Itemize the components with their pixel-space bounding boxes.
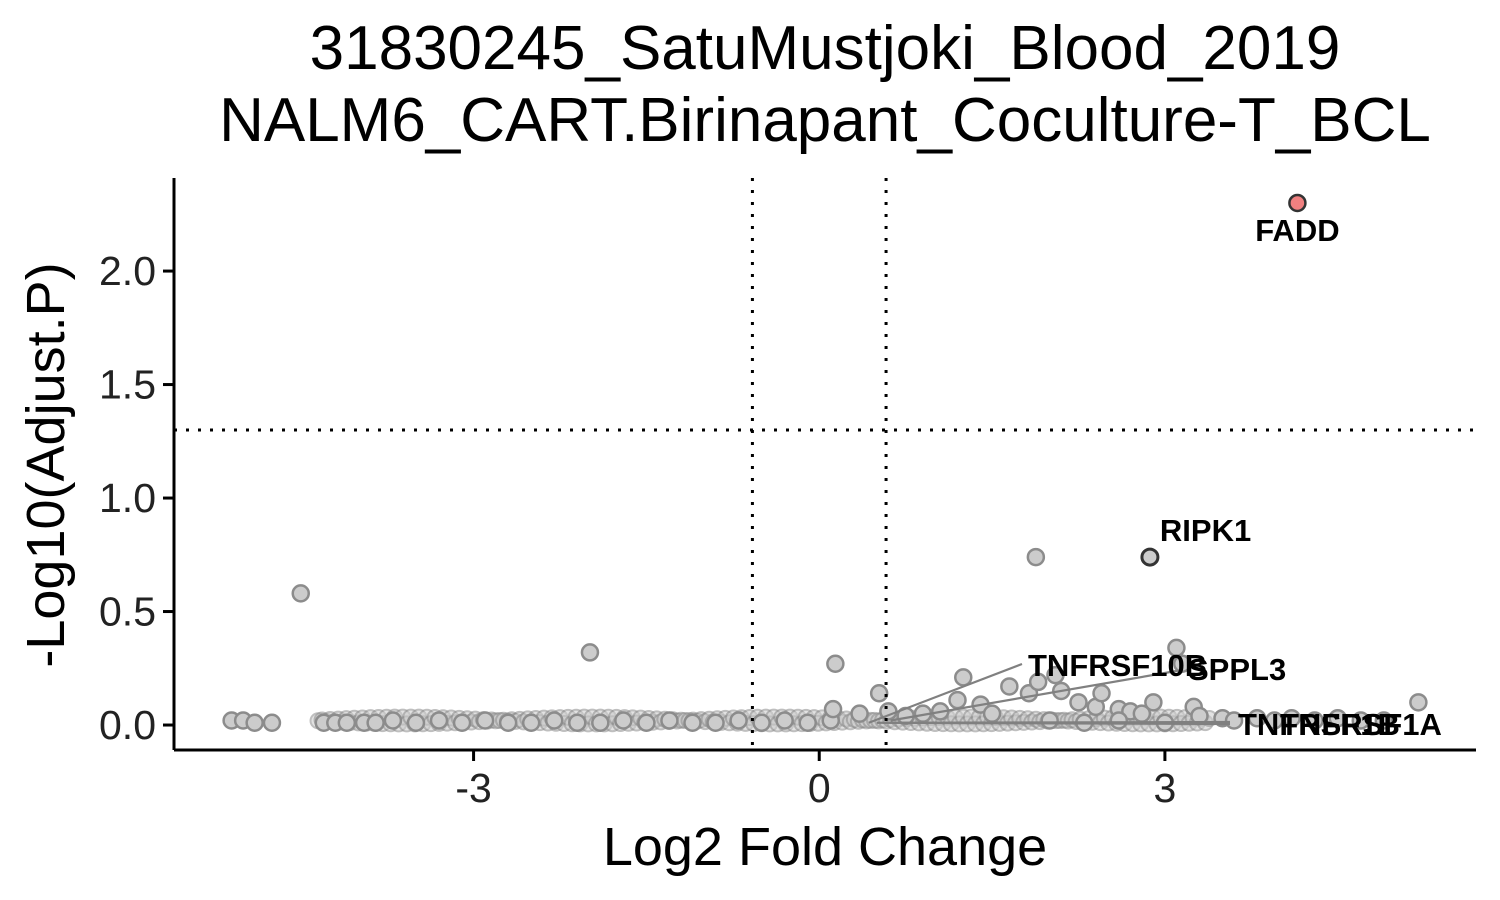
data-point xyxy=(1172,654,1192,673)
point-ripk1 xyxy=(1140,547,1160,567)
point-fadd xyxy=(1288,193,1307,213)
label-connectors-layer xyxy=(868,662,1231,726)
y-tick-label: 0.0 xyxy=(99,702,156,748)
data-point xyxy=(775,711,794,730)
data-point xyxy=(954,668,973,687)
x-tick-label: 0 xyxy=(808,765,831,811)
data-point xyxy=(245,713,264,733)
x-tick-label: -3 xyxy=(455,765,491,811)
data-point xyxy=(614,711,633,730)
data-point xyxy=(1069,693,1088,712)
y-tick-label: 0.5 xyxy=(99,589,156,635)
data-point xyxy=(798,713,817,733)
data-point xyxy=(366,713,385,733)
data-point xyxy=(1144,693,1163,712)
data-point xyxy=(429,711,449,730)
data-point xyxy=(1305,711,1324,730)
data-point xyxy=(752,713,771,733)
gene-label-fadd: FADD xyxy=(1255,213,1339,248)
data-point xyxy=(1409,693,1428,712)
gene-label-tnfrsf1a: TNFRSF1A xyxy=(1280,707,1442,742)
data-point xyxy=(982,704,1002,723)
data-point xyxy=(1374,711,1394,730)
x-tick-label: 3 xyxy=(1153,765,1176,811)
data-point xyxy=(383,711,403,730)
data-point xyxy=(1282,708,1301,728)
background-points-layer xyxy=(222,547,1428,733)
chart-title-line-1: 31830245_SatuMustjoki_Blood_2019 xyxy=(309,14,1341,83)
data-point xyxy=(1328,708,1347,728)
gene-label-sppl3: SPPL3 xyxy=(1188,652,1286,687)
data-point xyxy=(706,713,725,733)
gene-label-tnfrsf1b: TNFRSF1B xyxy=(1238,707,1400,742)
data-point xyxy=(1092,684,1111,703)
data-point xyxy=(452,713,472,733)
x-axis-title: Log2 Fold Change xyxy=(603,817,1047,877)
data-point xyxy=(406,713,426,733)
data-point xyxy=(660,711,679,730)
data-point xyxy=(850,704,869,723)
chart-title-line-2: NALM6_CART.Birinapant_Coculture-T_BCL xyxy=(219,86,1431,155)
data-point xyxy=(683,713,702,733)
data-point xyxy=(568,713,587,733)
data-point xyxy=(591,713,610,733)
data-point xyxy=(291,584,310,603)
data-point xyxy=(1028,672,1048,692)
gene-label-tnfrsf10b: TNFRSF10B xyxy=(1028,648,1207,683)
data-point xyxy=(475,711,495,730)
data-point xyxy=(826,654,845,673)
data-point xyxy=(1046,665,1065,685)
label-connector-tnfrsf10b xyxy=(868,662,1023,724)
label-connector-tnfrsf1b xyxy=(876,721,1231,726)
data-point xyxy=(544,711,564,730)
data-point xyxy=(1109,711,1129,730)
data-point xyxy=(1040,711,1059,730)
data-point xyxy=(823,699,843,719)
label-connector-sppl3 xyxy=(890,668,1183,722)
y-tick-label: 2.0 xyxy=(99,248,156,294)
threshold-lines-layer xyxy=(174,178,1476,750)
y-axis-title: -Log10(Adjust.P) xyxy=(16,262,76,667)
data-point xyxy=(262,713,282,733)
data-point xyxy=(1247,708,1267,728)
data-point xyxy=(948,690,967,710)
data-point xyxy=(1265,711,1284,730)
data-point xyxy=(1224,711,1244,730)
data-point xyxy=(337,713,357,733)
y-tick-label: 1.5 xyxy=(99,362,156,408)
y-tick-label: 1.0 xyxy=(99,475,156,521)
data-point xyxy=(869,684,889,703)
data-point xyxy=(1000,677,1019,696)
gene-label-ripk1: RIPK1 xyxy=(1160,513,1251,548)
data-point xyxy=(521,713,541,733)
highlighted-points-layer xyxy=(1140,193,1307,567)
axes-layer: -3 0 3 0.0 0.5 1.0 1.5 2.0 xyxy=(99,178,1476,811)
data-point xyxy=(1026,547,1046,567)
data-point xyxy=(729,711,748,730)
data-point xyxy=(637,713,656,733)
data-point xyxy=(580,643,600,662)
data-point xyxy=(498,713,518,733)
data-point xyxy=(1351,711,1371,730)
data-point xyxy=(1167,638,1186,658)
